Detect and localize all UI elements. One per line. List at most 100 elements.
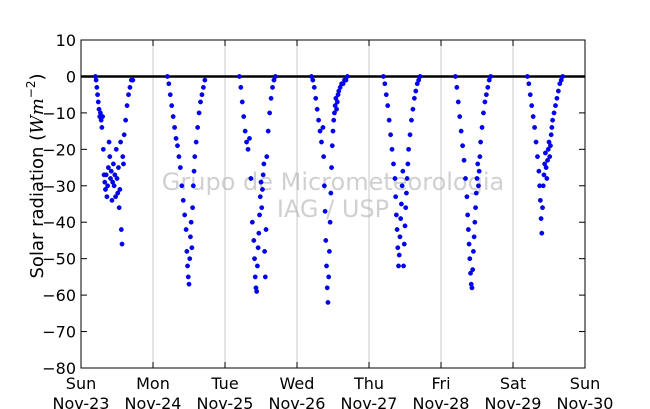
data-point bbox=[396, 263, 401, 269]
plot-border bbox=[80, 39, 586, 369]
data-point bbox=[406, 146, 411, 152]
data-point bbox=[108, 168, 114, 174]
data-point bbox=[255, 245, 261, 251]
data-point bbox=[458, 128, 464, 134]
data-point bbox=[107, 154, 113, 160]
data-point bbox=[407, 132, 413, 138]
data-point bbox=[477, 154, 483, 160]
data-point bbox=[103, 187, 108, 192]
data-point bbox=[180, 197, 186, 203]
data-point bbox=[320, 125, 326, 130]
data-point bbox=[182, 212, 188, 218]
data-point bbox=[310, 77, 316, 83]
x-tick-label-day: Mon bbox=[136, 374, 170, 393]
data-point bbox=[176, 154, 182, 160]
data-point bbox=[241, 114, 247, 119]
data-point bbox=[188, 234, 193, 240]
data-point bbox=[457, 114, 463, 119]
data-point bbox=[550, 117, 555, 123]
data-point bbox=[248, 176, 254, 181]
data-point bbox=[105, 183, 111, 189]
data-point bbox=[483, 92, 489, 98]
data-point bbox=[395, 245, 401, 251]
y-axis-label-math: Wm bbox=[27, 98, 48, 134]
data-point bbox=[314, 106, 320, 112]
data-point bbox=[464, 194, 470, 200]
x-tick-label-day: Wed bbox=[280, 374, 315, 393]
data-point bbox=[236, 74, 242, 79]
data-point bbox=[529, 103, 535, 109]
data-point bbox=[468, 270, 473, 276]
data-point bbox=[485, 84, 491, 90]
data-point bbox=[104, 194, 110, 200]
data-point bbox=[313, 95, 319, 101]
data-point bbox=[202, 77, 208, 83]
x-tick-label-day: Sun bbox=[66, 374, 96, 393]
y-axis-label: Solar radiation (Wm−2) bbox=[24, 73, 48, 278]
data-point bbox=[469, 285, 475, 291]
data-point bbox=[270, 84, 275, 90]
data-point bbox=[257, 212, 262, 218]
data-point bbox=[460, 143, 465, 149]
data-point bbox=[525, 74, 530, 79]
data-point bbox=[388, 132, 393, 138]
data-point bbox=[465, 227, 471, 232]
data-point bbox=[555, 88, 561, 94]
data-point bbox=[259, 205, 265, 211]
data-point bbox=[264, 154, 270, 160]
data-point bbox=[190, 183, 196, 189]
data-point bbox=[193, 139, 199, 145]
data-point bbox=[247, 135, 252, 141]
x-tick-label-date: Nov-25 bbox=[197, 394, 254, 409]
data-point bbox=[526, 81, 532, 87]
watermark-line: IAG / USP bbox=[277, 195, 389, 223]
data-point bbox=[261, 161, 267, 167]
x-tick-label-day: Tue bbox=[210, 374, 238, 393]
data-point bbox=[252, 256, 257, 262]
data-point bbox=[117, 187, 123, 192]
y-tick-label: −40 bbox=[42, 213, 76, 232]
data-point bbox=[256, 230, 262, 236]
x-tick-label-date: Nov-27 bbox=[341, 394, 398, 409]
data-point bbox=[551, 110, 557, 116]
data-point bbox=[190, 205, 196, 211]
data-point bbox=[548, 132, 554, 138]
data-point bbox=[179, 183, 185, 189]
data-point bbox=[455, 99, 461, 105]
data-point bbox=[401, 241, 407, 247]
data-point bbox=[461, 157, 467, 163]
data-point bbox=[331, 117, 337, 123]
data-point bbox=[127, 84, 133, 90]
data-point bbox=[403, 205, 409, 211]
x-tick-label-day: Sun bbox=[570, 374, 600, 393]
data-point bbox=[170, 114, 176, 119]
x-tick-label-day: Thu bbox=[353, 374, 384, 393]
data-point bbox=[324, 285, 330, 291]
data-point bbox=[172, 125, 178, 130]
data-point bbox=[400, 168, 406, 174]
data-point bbox=[242, 128, 248, 134]
data-point bbox=[535, 154, 540, 160]
data-point bbox=[409, 117, 414, 123]
data-point bbox=[532, 125, 537, 130]
data-point bbox=[166, 81, 172, 87]
data-point bbox=[95, 92, 100, 98]
data-point bbox=[410, 106, 416, 112]
data-point bbox=[402, 223, 408, 229]
data-point bbox=[324, 263, 329, 269]
data-point bbox=[398, 201, 404, 207]
data-point bbox=[267, 110, 273, 116]
data-point bbox=[121, 161, 126, 167]
plot-area bbox=[81, 40, 585, 368]
data-point bbox=[536, 168, 542, 174]
data-point bbox=[325, 299, 331, 305]
data-point bbox=[471, 234, 477, 240]
data-point bbox=[130, 77, 136, 83]
data-point bbox=[399, 183, 405, 189]
data-point bbox=[537, 197, 543, 203]
data-point bbox=[530, 114, 536, 119]
data-point bbox=[413, 88, 419, 94]
data-point bbox=[396, 252, 402, 258]
x-tick-label-date: Nov-28 bbox=[413, 394, 470, 409]
watermark-line: Grupo de Micrometeorologia bbox=[162, 168, 504, 196]
